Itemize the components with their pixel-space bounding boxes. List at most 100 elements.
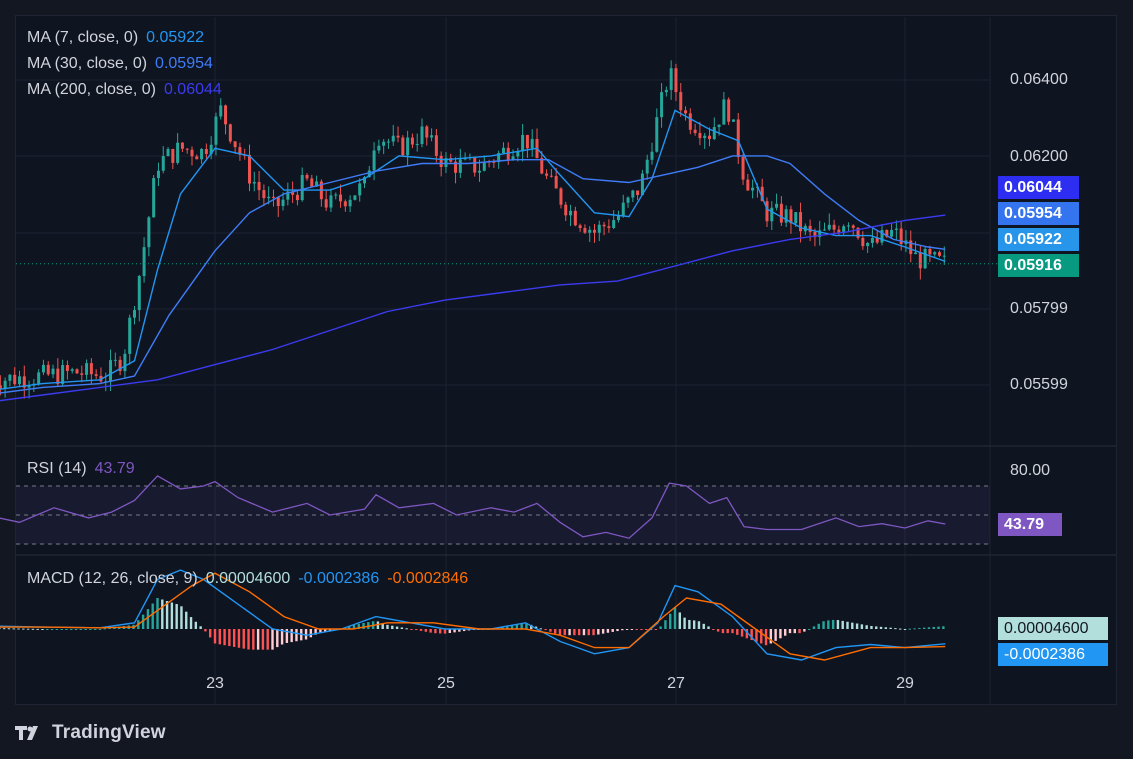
macd-hist-bar xyxy=(256,629,260,650)
candle-body xyxy=(851,225,855,228)
candle-body xyxy=(789,209,793,224)
candle-body xyxy=(406,137,410,156)
candle-body xyxy=(818,230,822,238)
candle-body xyxy=(291,191,295,195)
macd-hist-bar xyxy=(328,629,332,632)
candle-body xyxy=(564,204,568,216)
candle-body xyxy=(875,237,879,243)
candle-body xyxy=(823,229,826,231)
candle-body xyxy=(348,199,352,207)
macd-hist-bar xyxy=(554,629,557,634)
macd-hist-bar xyxy=(7,628,11,630)
candle-body xyxy=(300,174,304,201)
candle-body xyxy=(569,210,573,216)
macd-hist-bar xyxy=(391,625,394,629)
candle-body xyxy=(458,159,462,173)
macd-hist-bar xyxy=(913,628,916,630)
macd-hist-bar xyxy=(60,629,63,630)
candle-body xyxy=(439,155,443,168)
macd-hist-bar xyxy=(884,627,888,629)
candle-body xyxy=(209,144,213,155)
candle-body xyxy=(262,190,266,199)
macd-hist-bar xyxy=(357,623,360,629)
macd-hist-bar xyxy=(165,601,169,629)
macd-hist-bar xyxy=(851,622,854,629)
legend-ma200: MA (200, close, 0) 0.06044 xyxy=(27,81,222,99)
macd-hist-bar xyxy=(223,629,226,646)
macd-hist-bar xyxy=(204,629,207,632)
macd-hist-bar xyxy=(597,629,600,635)
macd-hist-bar xyxy=(798,629,801,634)
macd-hist-bar xyxy=(769,629,773,644)
candle-body xyxy=(899,228,903,244)
candle-body xyxy=(655,117,659,152)
candle-body xyxy=(18,376,21,385)
candle-body xyxy=(13,374,17,385)
macd-hist-bar xyxy=(582,629,586,636)
candle-body xyxy=(94,374,98,376)
candle-body xyxy=(597,224,601,233)
candle-body xyxy=(521,134,525,152)
macd-hist-bar xyxy=(405,628,408,630)
macd-hist-bar xyxy=(424,629,428,632)
candle-body xyxy=(837,229,841,234)
candle-body xyxy=(37,372,41,384)
macd-hist-bar xyxy=(937,626,940,629)
candle-body xyxy=(420,126,424,145)
macd-hist-bar xyxy=(577,629,581,636)
candle-body xyxy=(195,156,199,160)
macd-hist-bar xyxy=(539,628,543,630)
macd-hist-bar xyxy=(855,623,859,629)
macd-hist-bar xyxy=(242,629,245,649)
macd-hist-bar xyxy=(573,629,576,636)
candle-body xyxy=(41,364,45,373)
macd-hist-bar xyxy=(218,629,221,645)
candle-body xyxy=(607,226,611,228)
macd-hist-bar xyxy=(846,621,849,629)
macd-hist-bar xyxy=(625,629,629,630)
candle-body xyxy=(722,99,726,125)
candle-body xyxy=(497,153,501,163)
candle-body xyxy=(540,158,544,174)
candle-body xyxy=(315,181,319,187)
price-tag-ma200: 0.06044 xyxy=(998,176,1079,199)
ma-line-0 xyxy=(0,109,946,390)
macd-hist-bar xyxy=(683,617,686,629)
candle-body xyxy=(808,225,812,232)
macd-hist-bar xyxy=(458,629,461,632)
macd-hist-bar xyxy=(640,629,643,630)
macd-hist-bar xyxy=(448,629,451,634)
macd-hist-bar xyxy=(932,626,935,629)
candle-body xyxy=(391,135,395,142)
candle-body xyxy=(286,191,290,200)
candle-body xyxy=(923,248,927,269)
candle-body xyxy=(128,317,132,354)
macd-hist-tag: 0.00004600 xyxy=(998,617,1108,640)
candle-body xyxy=(813,231,817,238)
macd-hist-bar xyxy=(702,623,705,629)
macd-hist-bar xyxy=(467,629,471,631)
macd-hist-bar xyxy=(194,621,198,629)
macd-hist-bar xyxy=(707,626,710,629)
candle-body xyxy=(295,194,299,201)
macd-hist-bar xyxy=(659,626,662,629)
candle-body xyxy=(501,147,505,154)
candle-body xyxy=(861,237,865,247)
macd-hist-bar xyxy=(716,629,720,632)
legend-rsi: RSI (14) 43.79 xyxy=(27,460,135,478)
macd-hist-bar xyxy=(280,629,284,645)
macd-hist-bar xyxy=(903,629,907,630)
candle-body xyxy=(717,124,721,128)
macd-hist-bar xyxy=(927,627,931,629)
candle-body xyxy=(559,188,563,205)
macd-hist-bar xyxy=(22,628,25,630)
candle-body xyxy=(372,150,376,171)
macd-hist-bar xyxy=(36,628,39,630)
legend-ma30: MA (30, close, 0) 0.05954 xyxy=(27,55,213,73)
macd-hist-bar xyxy=(515,624,519,629)
macd-hist-bar xyxy=(822,621,825,629)
candle-body xyxy=(89,363,93,375)
macd-hist-bar xyxy=(98,629,102,630)
tradingview-logo[interactable]: TradingView xyxy=(15,721,166,745)
